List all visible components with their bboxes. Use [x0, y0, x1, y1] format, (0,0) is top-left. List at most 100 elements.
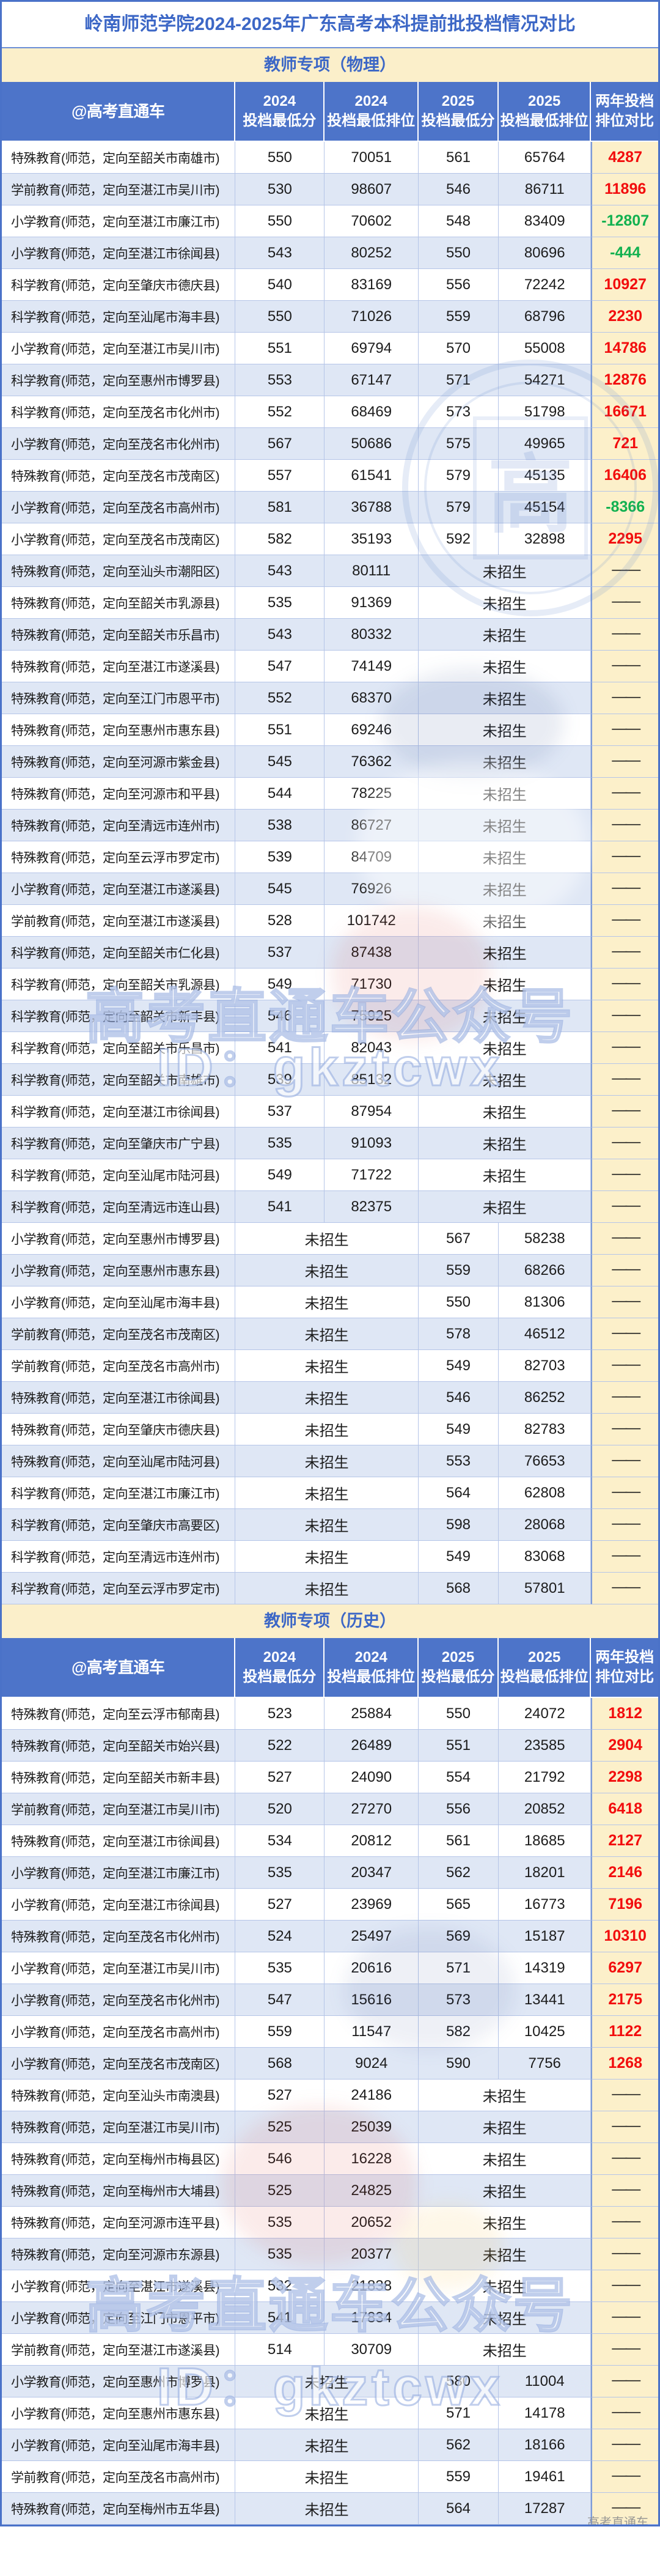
table-row: 特殊教育(师范，定向至韶关市始兴县) 522 26489 551 23585 2904	[2, 1730, 658, 1762]
min-rank-2024: 24186	[324, 2080, 419, 2111]
min-score-2025: 561	[418, 1825, 499, 1857]
major-name: 科学教育(师范，定向至湛江市廉江市)	[2, 1477, 236, 1509]
no-compare-dash: ——	[612, 1292, 640, 1309]
min-score-2025: 573	[418, 396, 499, 428]
min-rank-2024: 67147	[324, 364, 419, 396]
min-score-2024: 540	[235, 269, 325, 301]
no-compare-dash: ——	[612, 1419, 640, 1436]
rank-diff: ——	[591, 1541, 658, 1573]
min-score-2024: 541	[235, 2302, 325, 2334]
major-name: 科学教育(师范，定向至韶关市乳源县)	[2, 969, 236, 1000]
no-compare-dash: ——	[612, 1451, 640, 1468]
major-name: 小学教育(师范，定向至惠州市惠东县)	[2, 1255, 236, 1286]
major-name: 学前教育(师范，定向至湛江市遂溪县)	[2, 2334, 236, 2366]
rank-diff: ——	[591, 1255, 658, 1286]
rank-diff: 2295	[591, 523, 658, 555]
rank-diff: ——	[591, 969, 658, 1000]
no-compare-dash: ——	[612, 592, 640, 610]
rank-diff: -444	[591, 237, 658, 269]
major-name: 小学教育(师范，定向至湛江市廉江市)	[2, 1857, 236, 1889]
no-compare-dash: ——	[612, 2467, 640, 2484]
rank-diff: ——	[591, 810, 658, 841]
min-score-2024: 535	[235, 2207, 325, 2238]
major-name: 小学教育(师范，定向至江门市恩平市)	[2, 2302, 236, 2334]
min-score-2025: 573	[418, 1984, 499, 2016]
min-rank-2024: 71722	[324, 1159, 419, 1191]
major-name: 科学教育(师范，定向至汕尾市陆河县)	[2, 1159, 236, 1191]
major-name: 科学教育(师范，定向至清远市连州市)	[2, 1541, 236, 1573]
major-name: 特殊教育(师范，定向至梅州市大埔县)	[2, 2175, 236, 2207]
not-enrolled-cell-2025: 未招生	[418, 905, 592, 937]
no-compare-dash: ——	[612, 2276, 640, 2293]
rank-diff: ——	[591, 2207, 658, 2238]
major-name: 科学教育(师范，定向至汕尾市海丰县)	[2, 301, 236, 333]
no-compare-dash: ——	[612, 815, 640, 832]
min-rank-2024: 9024	[324, 2048, 419, 2080]
major-name: 特殊教育(师范，定向至河源市紫金县)	[2, 746, 236, 778]
min-score-2024: 537	[235, 1096, 325, 1127]
min-score-2024: 535	[235, 1127, 325, 1159]
no-compare-dash: ——	[612, 1483, 640, 1500]
min-score-2024: 552	[235, 682, 325, 714]
min-score-2025: 590	[418, 2048, 499, 2080]
table-row: 科学教育(师范，定向至韶关市南雄市) 539 85132 未招生 ——	[2, 1064, 658, 1096]
rank-diff: ——	[591, 1127, 658, 1159]
table-row: 小学教育(师范，定向至惠州市惠东县) 未招生 559 68266 ——	[2, 1255, 658, 1286]
rank-diff: ——	[591, 2111, 658, 2143]
table-row: 小学教育(师范，定向至江门市恩平市) 541 17834 未招生 ——	[2, 2302, 658, 2334]
major-name: 学前教育(师范，定向至茂名市高州市)	[2, 1350, 236, 1382]
major-name: 科学教育(师范，定向至韶关市仁化县)	[2, 937, 236, 969]
min-rank-2024: 25497	[324, 1921, 419, 1952]
min-score-2025: 571	[418, 1952, 499, 1984]
min-score-2025: 562	[418, 1857, 499, 1889]
min-score-2025: 556	[418, 1793, 499, 1825]
rank-diff: ——	[591, 746, 658, 778]
rank-diff: 4287	[591, 142, 658, 174]
major-name: 特殊教育(师范，定向至梅州市五华县)	[2, 2493, 236, 2525]
min-rank-2025: 18685	[499, 1825, 592, 1857]
not-enrolled-cell-2024: 未招生	[235, 1382, 419, 1414]
min-rank-2025: 14178	[499, 2397, 592, 2429]
table-row: 科学教育(师范，定向至茂名市化州市) 552 68469 573 51798 16671	[2, 396, 658, 428]
min-score-2025: 546	[418, 1382, 499, 1414]
min-score-2025: 582	[418, 2016, 499, 2048]
no-compare-dash: ——	[612, 942, 640, 959]
rank-diff: 2127	[591, 1825, 658, 1857]
table-row: 特殊教育(师范，定向至韶关市新丰县) 527 24090 554 21792 2298	[2, 1762, 658, 1793]
min-rank-2025: 54271	[499, 364, 592, 396]
min-score-2025: 549	[418, 1350, 499, 1382]
rank-diff: 721	[591, 428, 658, 460]
major-name: 科学教育(师范，定向至湛江市徐闻县)	[2, 1096, 236, 1127]
not-enrolled-cell-2024: 未招生	[235, 1414, 419, 1445]
rank-diff: 11896	[591, 174, 658, 205]
no-compare-dash: ——	[612, 974, 640, 991]
no-compare-dash: ——	[612, 1038, 640, 1055]
min-rank-2025: 83068	[499, 1541, 592, 1573]
min-score-2024: 545	[235, 746, 325, 778]
min-rank-2025: 83409	[499, 205, 592, 237]
min-rank-2024: 26489	[324, 1730, 419, 1762]
min-rank-2025: 46512	[499, 1318, 592, 1350]
min-rank-2025: 82783	[499, 1414, 592, 1445]
major-name: 科学教育(师范，定向至肇庆市高要区)	[2, 1509, 236, 1541]
min-rank-2025: 45154	[499, 492, 592, 523]
rank-diff: ——	[591, 2429, 658, 2461]
table-row: 小学教育(师范，定向至茂名市化州市) 547 15616 573 13441 2175	[2, 1984, 658, 2016]
major-name: 特殊教育(师范，定向至韶关市始兴县)	[2, 1730, 236, 1762]
rank-diff: ——	[591, 682, 658, 714]
min-score-2024: 557	[235, 460, 325, 492]
min-score-2025: 561	[418, 142, 499, 174]
table-row: 特殊教育(师范，定向至湛江市徐闻县) 未招生 546 86252 ——	[2, 1382, 658, 1414]
not-enrolled-cell-2024: 未招生	[235, 2397, 419, 2429]
min-score-2025: 575	[418, 428, 499, 460]
min-rank-2024: 71026	[324, 301, 419, 333]
major-name: 特殊教育(师范，定向至清远市连州市)	[2, 810, 236, 841]
major-name: 小学教育(师范，定向至湛江市吴川市)	[2, 1952, 236, 1984]
min-score-2024: 543	[235, 237, 325, 269]
min-score-2024: 549	[235, 1159, 325, 1191]
table-row: 学前教育(师范，定向至茂名市高州市) 未招生 549 82703 ——	[2, 1350, 658, 1382]
min-score-2024: 530	[235, 174, 325, 205]
min-rank-2025: 45135	[499, 460, 592, 492]
min-score-2024: 532	[235, 2270, 325, 2302]
table-row: 特殊教育(师范，定向至云浮市罗定市) 539 84709 未招生 ——	[2, 841, 658, 873]
